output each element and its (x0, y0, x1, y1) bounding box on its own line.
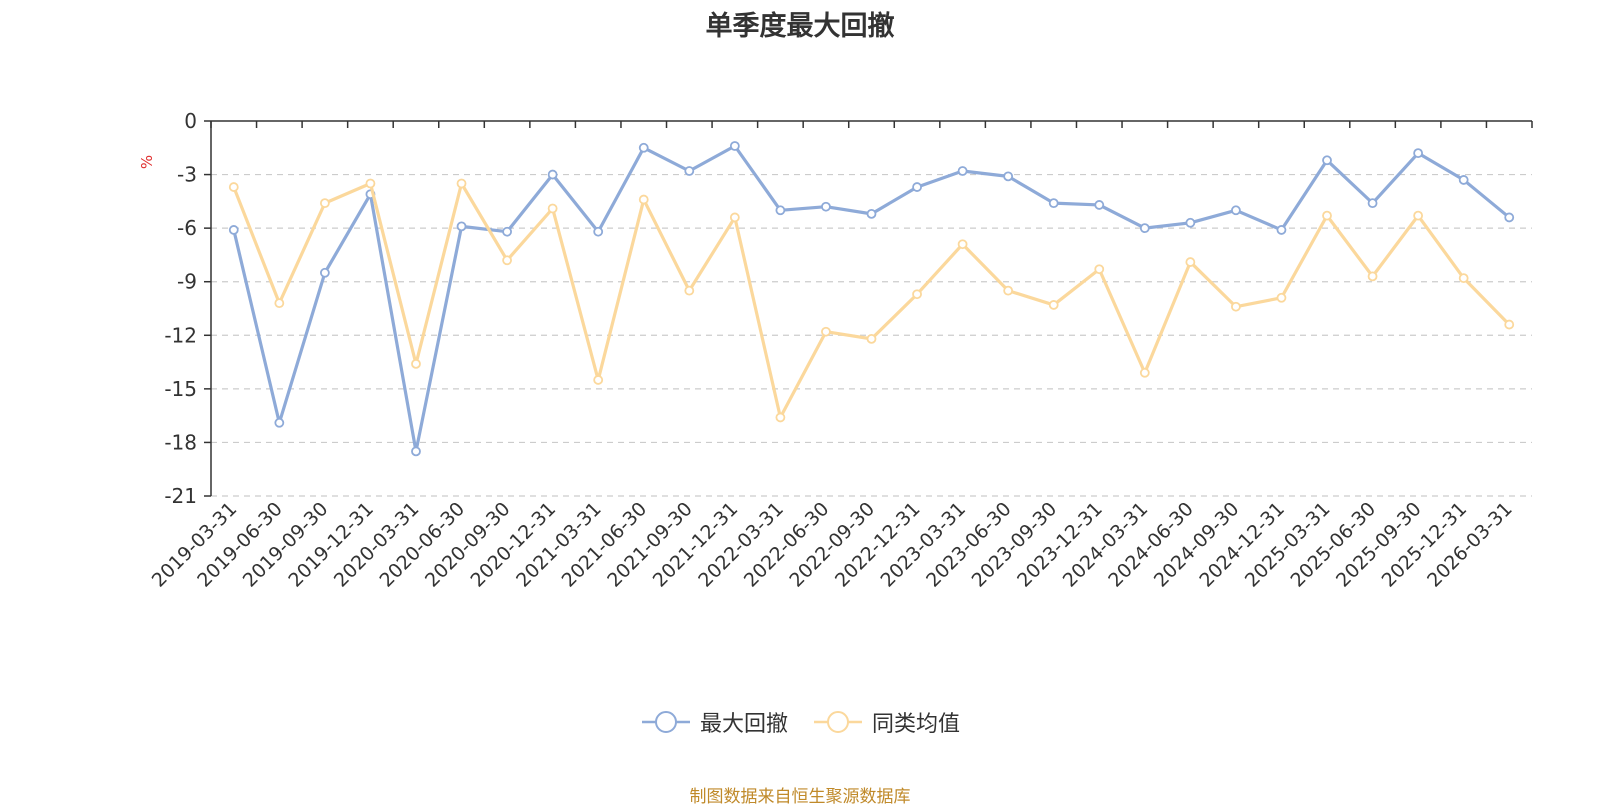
data-point (1048, 300, 1059, 310)
grid-layer (211, 173, 1532, 497)
data-point (866, 333, 877, 344)
data-point (1458, 175, 1469, 185)
data-point (821, 201, 831, 212)
data-point (1231, 301, 1241, 312)
axis-layer: 0-3-6-9-12-15-18-212019-03-312019-06-302… (148, 109, 1533, 592)
legend-marker-icon (814, 711, 862, 733)
data-point (729, 141, 740, 151)
data-point (912, 182, 922, 192)
data-point (1504, 319, 1515, 330)
data-point (1413, 210, 1424, 221)
series-1 (228, 141, 1515, 457)
data-point (547, 169, 558, 180)
data-point (1504, 212, 1515, 223)
data-point (411, 446, 421, 457)
data-point (1276, 225, 1287, 235)
data-point (593, 375, 604, 385)
data-point (1094, 200, 1105, 210)
legend-item-1[interactable]: 最大回撤 (640, 706, 788, 738)
data-point (729, 212, 740, 223)
y-tick-label: -9 (177, 270, 197, 294)
y-tick-label: -12 (164, 323, 197, 347)
y-tick-label: -18 (164, 430, 197, 454)
legend: 最大回撤 同类均值 (0, 706, 1600, 738)
y-tick-label: -3 (177, 163, 197, 187)
data-point (547, 203, 558, 214)
legend-item-2[interactable]: 同类均值 (812, 706, 960, 738)
data-point (684, 166, 695, 176)
series-line (232, 144, 1511, 453)
data-point (411, 358, 421, 369)
data-point (821, 326, 831, 337)
data-point (684, 285, 695, 296)
data-point (1094, 264, 1105, 275)
data-point (1185, 217, 1196, 228)
data-point (1139, 367, 1150, 378)
data-point (1322, 155, 1332, 166)
data-point (456, 221, 467, 232)
data-point (1185, 257, 1196, 267)
data-point (456, 178, 467, 189)
data-point (274, 417, 285, 428)
data-point (912, 289, 922, 300)
data-point (593, 226, 604, 237)
data-point (775, 205, 786, 216)
source-note: 制图数据来自恒生聚源数据库 (689, 787, 911, 807)
chart-title: 单季度最大回撤 (705, 11, 895, 42)
data-point (1458, 273, 1469, 284)
data-point (228, 182, 239, 192)
data-point (1231, 205, 1241, 216)
data-point (1003, 171, 1014, 182)
data-point (1367, 198, 1378, 209)
data-point (638, 194, 649, 205)
y-tick-label: 0 (184, 109, 197, 133)
data-point (866, 208, 877, 219)
data-point (502, 255, 512, 266)
series-layer (228, 141, 1515, 457)
legend-marker-icon (641, 711, 690, 733)
data-point (638, 142, 649, 153)
data-point (319, 198, 330, 209)
data-point (1048, 198, 1059, 209)
series-2 (228, 178, 1515, 423)
data-point (319, 267, 330, 278)
legend-label: 最大回撤 (699, 712, 788, 737)
data-point (1367, 271, 1378, 282)
data-point (1003, 285, 1014, 296)
y-tick-label: -21 (164, 484, 197, 508)
legend-label: 同类均值 (872, 712, 961, 737)
data-point (1322, 210, 1332, 221)
y-tick-label: -15 (164, 377, 197, 401)
data-point (502, 226, 512, 237)
y-tick-label: -6 (177, 216, 197, 240)
data-point (365, 178, 376, 189)
data-point (957, 239, 968, 250)
data-point (1413, 148, 1424, 159)
data-point (274, 298, 285, 309)
data-point (1139, 223, 1150, 234)
data-point (228, 225, 239, 235)
data-point (957, 166, 968, 176)
y-axis-unit: % (138, 155, 156, 169)
data-point (775, 412, 786, 423)
data-point (1276, 292, 1287, 303)
